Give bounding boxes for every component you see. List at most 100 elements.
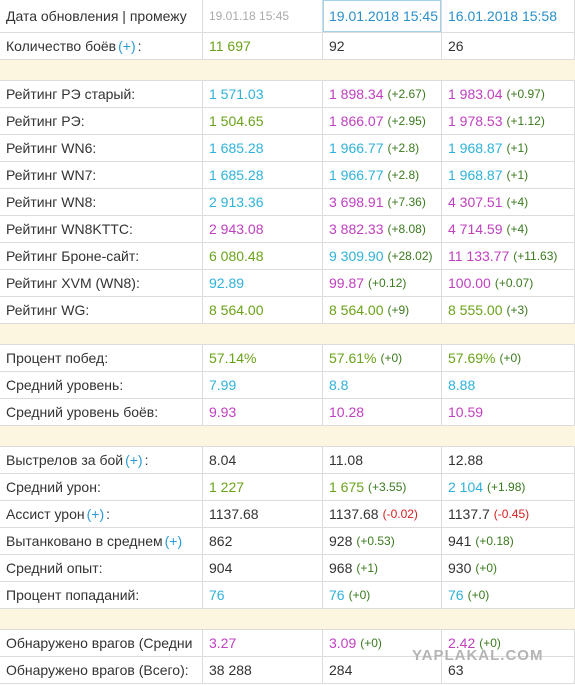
label-tail: : [137, 38, 142, 54]
value-cell: 3 698.91 (+7.36) [323, 189, 442, 216]
value: 1 685.28 [209, 140, 264, 156]
label-text: Ассист урон [6, 506, 85, 522]
delta: (+0.97) [506, 87, 545, 101]
date-text: 19.01.18 15:45 [209, 9, 290, 23]
row-label: Обнаружено врагов (Всего): [0, 657, 203, 684]
delta: (-0.45) [493, 507, 530, 521]
value-cell: 92 [323, 33, 442, 60]
value: 76 [448, 587, 464, 603]
help-link[interactable]: (+) [118, 38, 136, 54]
value-cell: 76 (+0) [442, 582, 575, 609]
value: 8.8 [329, 377, 349, 393]
value: 8 564.00 [329, 302, 384, 318]
value: 10.59 [448, 404, 484, 420]
value-cell: 1 966.77 (+2.8) [323, 162, 442, 189]
value: 1 966.77 [329, 140, 384, 156]
value: 3 882.33 [329, 221, 384, 237]
value-cell: 1 685.28 [203, 162, 323, 189]
value: 1 983.04 [448, 86, 503, 102]
value-cell: 76 (+0) [323, 582, 442, 609]
value-cell: 12.88 [442, 447, 575, 474]
value-cell: 1 866.07 (+2.95) [323, 108, 442, 135]
row-label: Ассист урон (+): [0, 501, 203, 528]
value-cell: 2 943.08 [203, 216, 323, 243]
value-cell: 1137.68 (-0.02) [323, 501, 442, 528]
label-text: Рейтинг XVM (WN8): [6, 275, 140, 291]
value: 2.42 [448, 635, 476, 651]
delta: (+3.55) [368, 480, 407, 494]
header-date: 16.01.2018 15:58 [442, 0, 575, 33]
label-text: Рейтинг WG: [6, 302, 90, 318]
delta: (+1) [506, 168, 529, 182]
value-cell: 57.69% (+0) [442, 345, 575, 372]
label-text: Рейтинг WN8KTTC: [6, 221, 133, 237]
value-cell: 99.87 (+0.12) [323, 270, 442, 297]
value: 862 [209, 533, 233, 549]
value: 57.61% [329, 350, 377, 366]
value: 11 133.77 [448, 248, 510, 264]
value: 8.88 [448, 377, 476, 393]
label-text: Количество боёв [6, 38, 117, 54]
delta: (+0.18) [475, 534, 514, 548]
value-cell: 11.08 [323, 447, 442, 474]
delta: (+0.12) [368, 276, 407, 290]
value-cell: 7.99 [203, 372, 323, 399]
value-cell: 1 504.65 [203, 108, 323, 135]
label-tail: : [144, 452, 149, 468]
delta: (+11.63) [513, 249, 558, 263]
value: 930 [448, 560, 472, 576]
label-text: Рейтинг Броне-сайт: [6, 248, 140, 264]
watermark: YAPLAKAL.COM [412, 647, 544, 664]
label-text: Средний опыт: [6, 560, 103, 576]
value-cell: 57.61% (+0) [323, 345, 442, 372]
value: 57.69% [448, 350, 496, 366]
value-cell: 3.27 [203, 630, 323, 657]
label-text: Рейтинг РЭ старый: [6, 86, 136, 102]
value-cell: 1137.68 [203, 501, 323, 528]
delta: (+2.8) [387, 168, 420, 182]
value: 8 555.00 [448, 302, 503, 318]
value: 8.04 [209, 452, 237, 468]
value: 76 [329, 587, 345, 603]
value: 1 898.34 [329, 86, 384, 102]
value-cell: 904 [203, 555, 323, 582]
date-text: 19.01.2018 15:45 [329, 8, 438, 24]
label-text: Рейтинг WN6: [6, 140, 97, 156]
value-cell: 8 564.00 (+9) [323, 297, 442, 324]
value-cell: 4 714.59 (+4) [442, 216, 575, 243]
help-link[interactable]: (+) [164, 533, 183, 549]
value-cell: 968 (+1) [323, 555, 442, 582]
delta: (+1) [506, 141, 529, 155]
row-label: Рейтинг XVM (WN8): [0, 270, 203, 297]
separator [0, 324, 575, 345]
value: 1137.68 [329, 506, 379, 522]
value-cell: 4 307.51 (+4) [442, 189, 575, 216]
row-label: Количество боёв (+): [0, 33, 203, 60]
label-text: Процент попаданий: [6, 587, 140, 603]
value: 11.08 [329, 452, 363, 468]
help-link[interactable]: (+) [125, 452, 143, 468]
value: 968 [329, 560, 353, 576]
value: 100.00 [448, 275, 491, 291]
value-cell: 9.93 [203, 399, 323, 426]
row-label: Обнаружено врагов (Средни [0, 630, 203, 657]
help-link[interactable]: (+) [86, 506, 105, 522]
value: 1137.7 [448, 506, 490, 522]
delta: (+4) [506, 195, 529, 209]
value-cell: 9 309.90 (+28.02) [323, 243, 442, 270]
label-text: Средний уровень: [6, 377, 124, 393]
row-label: Средний урон: [0, 474, 203, 501]
value-cell: 11 697 [203, 33, 323, 60]
value-cell: 1 968.87 (+1) [442, 162, 575, 189]
delta: (+0) [475, 561, 498, 575]
delta: (+0.53) [356, 534, 395, 548]
delta: (+2.67) [387, 87, 426, 101]
value-cell: 11 133.77 (+11.63) [442, 243, 575, 270]
value: 4 307.51 [448, 194, 503, 210]
value-cell: 1 675 (+3.55) [323, 474, 442, 501]
value: 8 564.00 [209, 302, 264, 318]
value: 284 [329, 662, 353, 678]
value-cell: 928 (+0.53) [323, 528, 442, 555]
value-cell: 6 080.48 [203, 243, 323, 270]
